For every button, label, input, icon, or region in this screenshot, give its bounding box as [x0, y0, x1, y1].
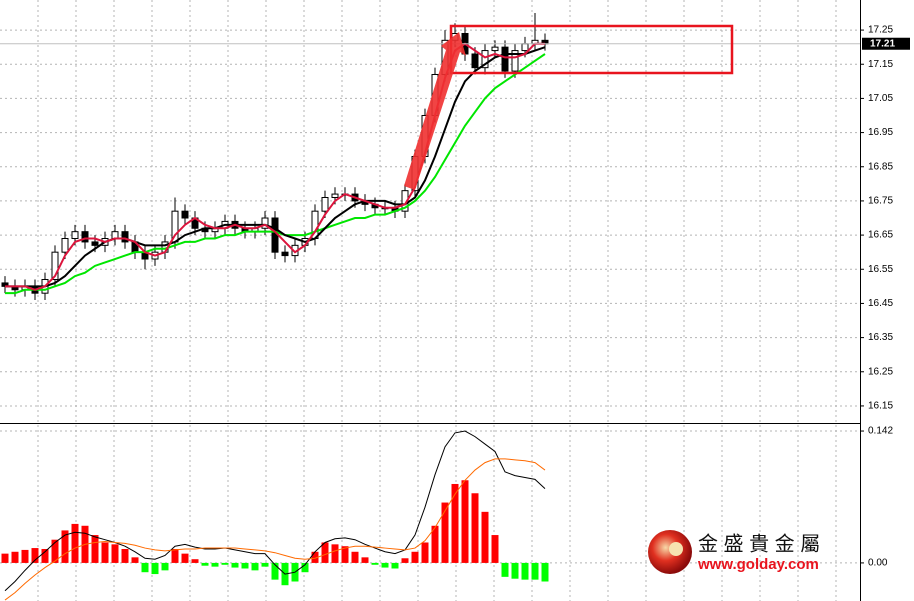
histogram-bar — [91, 535, 99, 563]
histogram-bar — [21, 549, 29, 563]
candle-body — [261, 217, 269, 229]
histogram-bar — [201, 562, 209, 566]
y-tick-label: 17.15 — [868, 59, 893, 70]
candle-body — [121, 231, 129, 243]
histogram-bar — [521, 562, 529, 580]
histogram-bar — [381, 562, 389, 568]
histogram-bar — [541, 562, 549, 582]
histogram-bar — [241, 562, 249, 569]
y-tick-label: 16.75 — [868, 196, 893, 207]
candle-body — [111, 231, 119, 240]
histogram-bar — [211, 562, 219, 567]
histogram-bar — [61, 530, 69, 563]
histogram-bar — [511, 562, 519, 579]
candle-body — [511, 50, 519, 72]
histogram-bar — [161, 562, 169, 571]
candle-body — [81, 231, 89, 243]
histogram-bar — [481, 511, 489, 563]
candle-body — [331, 193, 339, 199]
histogram-bar — [421, 542, 429, 563]
y-tick-label: 16.35 — [868, 332, 893, 343]
histogram-bar — [271, 562, 279, 580]
histogram-bar — [191, 559, 199, 563]
histogram-bar — [491, 535, 499, 563]
candle-body — [501, 46, 509, 72]
y-tick-label: 17.25 — [868, 25, 893, 36]
histogram-bar — [391, 562, 399, 569]
y-tick-label: 16.45 — [868, 298, 893, 309]
last-price-box — [862, 37, 910, 50]
histogram-bar — [341, 546, 349, 563]
candle-body — [181, 210, 189, 219]
candle-body — [521, 43, 529, 52]
candle-body — [321, 197, 329, 212]
histogram-bar — [101, 542, 109, 563]
candle-body — [71, 231, 79, 240]
candle-body — [61, 238, 69, 253]
histogram-bar — [31, 548, 39, 563]
y-tick-label: 0.142 — [868, 426, 893, 437]
histogram-bar — [221, 562, 229, 565]
histogram-bar — [471, 493, 479, 563]
histogram-bar — [71, 523, 79, 563]
brand-url: www.golday.com — [697, 556, 819, 573]
histogram-bar — [141, 562, 149, 573]
y-tick-label: 16.95 — [868, 127, 893, 138]
histogram-bar — [371, 562, 379, 565]
indicator-line — [4, 430, 546, 592]
histogram-bar — [251, 562, 259, 571]
y-tick-label: 16.15 — [868, 401, 893, 412]
y-tick-label: 16.65 — [868, 230, 893, 241]
histogram-bar — [231, 562, 239, 568]
candle-body — [481, 50, 489, 69]
histogram-bar — [361, 557, 369, 563]
candle-body — [51, 251, 59, 281]
histogram-bar — [321, 542, 329, 563]
logo-coin — [669, 542, 683, 556]
histogram-bar — [501, 562, 509, 577]
histogram-bar — [131, 557, 139, 563]
candle-body — [281, 251, 289, 257]
histogram-bar — [171, 548, 179, 563]
histogram-bar — [181, 553, 189, 563]
histogram-bar — [351, 551, 359, 563]
y-tick-label: 16.85 — [868, 161, 893, 172]
candle-body — [91, 241, 99, 246]
histogram-bar — [431, 525, 439, 563]
y-tick-label: 0.00 — [868, 558, 888, 569]
indicator-line — [5, 46, 546, 288]
histogram-bar — [531, 562, 539, 580]
histogram-bar — [451, 483, 459, 563]
histogram-bar — [261, 562, 269, 567]
histogram-bar — [301, 562, 309, 573]
histogram-bar — [441, 502, 449, 563]
histogram-bar — [51, 539, 59, 563]
histogram-bar — [1, 553, 9, 563]
histogram-bar — [331, 544, 339, 563]
candle-body — [491, 46, 499, 52]
last-price-label: 17.21 — [870, 38, 895, 49]
y-tick-label: 16.25 — [868, 366, 893, 377]
histogram-bar — [461, 480, 469, 563]
brand-name: 金 盛 貴 金 屬 — [698, 532, 820, 555]
histogram-bar — [151, 562, 159, 575]
trend-arrow — [404, 32, 466, 190]
histogram-bar — [111, 544, 119, 563]
indicator-line — [4, 458, 546, 601]
histogram-bar — [311, 551, 319, 563]
histogram-bar — [401, 558, 409, 563]
y-tick-label: 16.55 — [868, 264, 893, 275]
histogram-bar — [411, 551, 419, 563]
candle-body — [471, 53, 479, 69]
y-tick-label: 17.05 — [868, 93, 893, 104]
histogram-bar — [121, 548, 129, 563]
histogram-bar — [11, 551, 19, 563]
histogram-bar — [41, 548, 49, 563]
